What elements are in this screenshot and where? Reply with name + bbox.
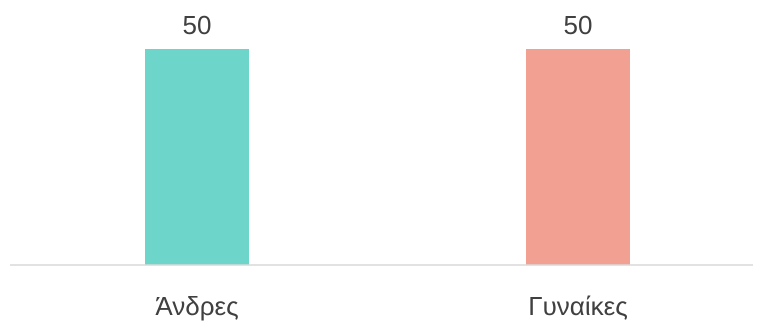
- bar-2: [526, 49, 630, 265]
- category-label-2: Γυναίκες: [528, 291, 627, 321]
- data-label-1: 50: [183, 10, 212, 40]
- labels-layer: 50 Άνδρες 50 Γυναίκες: [155, 10, 627, 321]
- data-label-2: 50: [564, 10, 593, 40]
- bar-1: [145, 49, 249, 265]
- category-label-1: Άνδρες: [155, 291, 238, 321]
- bars-layer: [145, 49, 630, 265]
